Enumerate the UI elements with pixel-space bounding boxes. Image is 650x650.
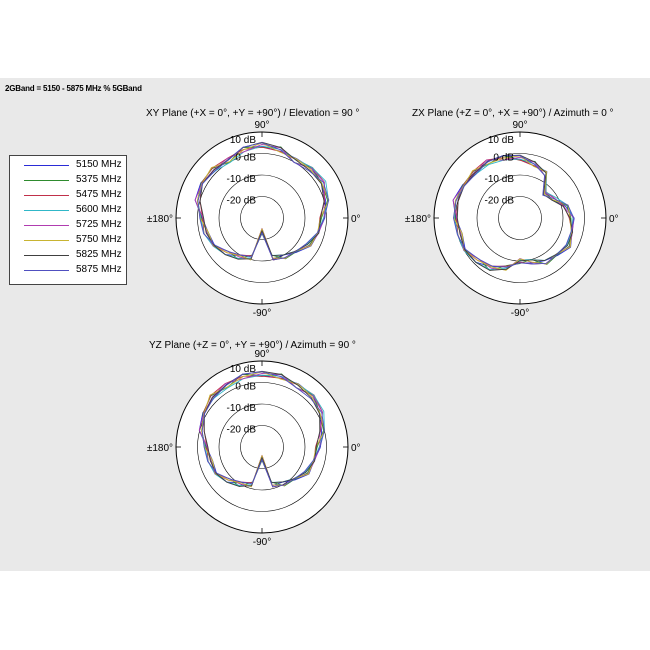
legend-label: 5875 MHz	[76, 264, 122, 275]
angle-label-right: 0°	[609, 214, 619, 225]
angle-label-bottom: -90°	[253, 537, 271, 548]
legend-item: 5750 MHz	[10, 233, 128, 248]
legend-swatch	[24, 255, 69, 256]
radial-label: 0 dB	[235, 382, 256, 393]
yz-plane-title: YZ Plane (+Z = 0°, +Y = +90°) / Azimuth …	[149, 340, 356, 351]
series-trace	[456, 154, 574, 271]
legend-swatch	[24, 195, 69, 196]
radial-label: -20 dB	[485, 196, 515, 207]
series-trace	[453, 155, 575, 268]
polar-grid-ring	[240, 425, 284, 469]
radial-label: -10 dB	[485, 174, 515, 185]
legend-label: 5825 MHz	[76, 249, 122, 260]
legend-item: 5375 MHz	[10, 173, 128, 188]
polar-grid-ring	[498, 196, 542, 240]
polar-grid-ring	[240, 196, 284, 240]
legend-label: 5725 MHz	[76, 219, 122, 230]
angle-label-right: 0°	[351, 443, 361, 454]
polar-outer-circle	[433, 131, 607, 305]
legend-label: 5600 MHz	[76, 204, 122, 215]
legend-swatch	[24, 210, 69, 211]
radial-label: 10 dB	[488, 135, 514, 146]
radial-label: -20 dB	[227, 196, 257, 207]
radial-label: -10 dB	[227, 174, 257, 185]
polar-grid-ring	[197, 153, 327, 283]
polar-grid-ring	[197, 382, 327, 512]
angle-label-top: 90°	[254, 349, 269, 360]
radial-label: 10 dB	[230, 135, 256, 146]
legend-item: 5825 MHz	[10, 248, 128, 263]
angle-label-left: ±180°	[405, 214, 431, 225]
legend-item: 5150 MHz	[10, 158, 128, 173]
band-title: 2GBand = 5150 - 5875 MHz % 5GBand	[5, 84, 142, 93]
angle-label-right: 0°	[351, 214, 361, 225]
angle-label-top: 90°	[254, 120, 269, 131]
series-trace	[203, 370, 321, 487]
angle-label-left: ±180°	[147, 443, 173, 454]
angle-label-bottom: -90°	[253, 308, 271, 319]
polar-outer-circle	[175, 360, 349, 534]
angle-label-top: 90°	[512, 120, 527, 131]
legend-item: 5725 MHz	[10, 218, 128, 233]
legend-label: 5750 MHz	[76, 234, 122, 245]
xy-plane-title: XY Plane (+X = 0°, +Y = +90°) / Elevatio…	[146, 108, 360, 119]
radial-label: 0 dB	[493, 153, 514, 164]
legend-label: 5150 MHz	[76, 159, 122, 170]
legend-item: 5475 MHz	[10, 188, 128, 203]
radial-label: 0 dB	[235, 153, 256, 164]
angle-label-left: ±180°	[147, 214, 173, 225]
legend: 5150 MHz 5375 MHz 5475 MHz 5600 MHz 5725…	[9, 155, 127, 285]
radial-label: 10 dB	[230, 364, 256, 375]
angle-label-bottom: -90°	[511, 308, 529, 319]
series-trace	[201, 371, 325, 488]
legend-label: 5475 MHz	[76, 189, 122, 200]
legend-swatch	[24, 240, 69, 241]
series-trace	[197, 142, 330, 261]
legend-item: 5600 MHz	[10, 203, 128, 218]
series-trace	[199, 141, 325, 260]
legend-swatch	[24, 180, 69, 181]
legend-swatch	[24, 225, 69, 226]
legend-item: 5875 MHz	[10, 263, 128, 278]
zx-plane-title: ZX Plane (+Z = 0°, +X = +90°) / Azimuth …	[412, 108, 614, 119]
radial-label: -10 dB	[227, 403, 257, 414]
radial-label: -20 dB	[227, 425, 257, 436]
polar-grid-ring	[218, 403, 306, 491]
polar-grid-ring	[218, 174, 306, 262]
legend-swatch	[24, 270, 69, 271]
legend-label: 5375 MHz	[76, 174, 122, 185]
legend-swatch	[24, 165, 69, 166]
